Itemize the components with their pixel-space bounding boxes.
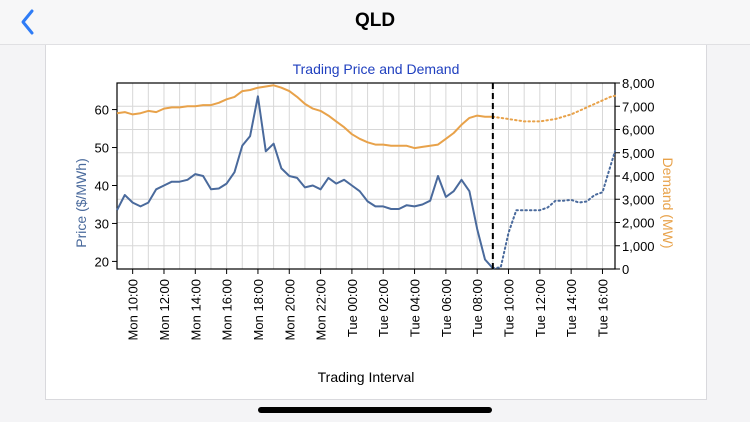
y-tick-label-right: 8,000 — [622, 76, 655, 91]
x-tick-label: Tue 00:00 — [345, 279, 360, 337]
x-tick-label: Tue 06:00 — [439, 279, 454, 337]
y-tick-label-right: 1,000 — [622, 239, 655, 254]
x-tick-label: Mon 16:00 — [220, 279, 235, 340]
y-tick-label-right: 6,000 — [622, 123, 655, 138]
price-line — [116, 95, 494, 269]
page-title: QLD — [354, 10, 396, 31]
y-tick-label-right: 4,000 — [622, 169, 655, 184]
x-tick-label: Tue 10:00 — [502, 279, 517, 337]
demand-line — [116, 84, 493, 150]
y-tick-label-left: 40 — [95, 178, 109, 193]
x-tick-label: Mon 18:00 — [251, 279, 266, 340]
chevron-left-icon — [21, 9, 34, 35]
y-axis-label-left: Price ($/MWh) — [73, 158, 89, 247]
y-tick-label-left: 20 — [95, 254, 109, 269]
x-tick-label: Tue 14:00 — [564, 279, 579, 337]
price-forecast-line — [491, 150, 616, 270]
y-tick-label-left: 50 — [95, 141, 109, 156]
price-demand-chart: Trading Price and Demand Price ($/MWh) D… — [73, 61, 676, 385]
y-axis-label-right: Demand (MW) — [660, 157, 676, 248]
demand-forecast-line — [491, 94, 616, 123]
x-tick-label: Tue 04:00 — [408, 279, 423, 337]
chart-title: Trading Price and Demand — [293, 61, 460, 77]
y-tick-label-left: 60 — [95, 103, 109, 118]
back-button[interactable] — [14, 6, 44, 38]
x-tick-label: Mon 12:00 — [157, 279, 172, 340]
y-tick-label-right: 5,000 — [622, 146, 655, 161]
y-tick-label-left: 30 — [95, 216, 109, 231]
y-tick-label-right: 3,000 — [622, 192, 655, 207]
home-indicator — [258, 407, 492, 413]
chart-card: Trading Price and Demand Price ($/MWh) D… — [45, 45, 707, 400]
x-tick-label: Tue 16:00 — [595, 279, 610, 337]
x-tick-label: Tue 12:00 — [533, 279, 548, 337]
x-tick-label: Tue 02:00 — [376, 279, 391, 337]
x-tick-label: Mon 22:00 — [314, 279, 329, 340]
y-tick-label-right: 7,000 — [622, 99, 655, 114]
navigation-bar: QLD — [0, 0, 750, 45]
x-axis-label: Trading Interval — [318, 369, 415, 385]
x-tick-label: Mon 10:00 — [126, 279, 141, 340]
x-tick-label: Mon 14:00 — [188, 279, 203, 340]
y-tick-label-right: 2,000 — [622, 216, 655, 231]
x-tick-label: Tue 08:00 — [470, 279, 485, 337]
x-tick-label: Mon 20:00 — [282, 279, 297, 340]
y-tick-label-right: 0 — [622, 262, 629, 277]
